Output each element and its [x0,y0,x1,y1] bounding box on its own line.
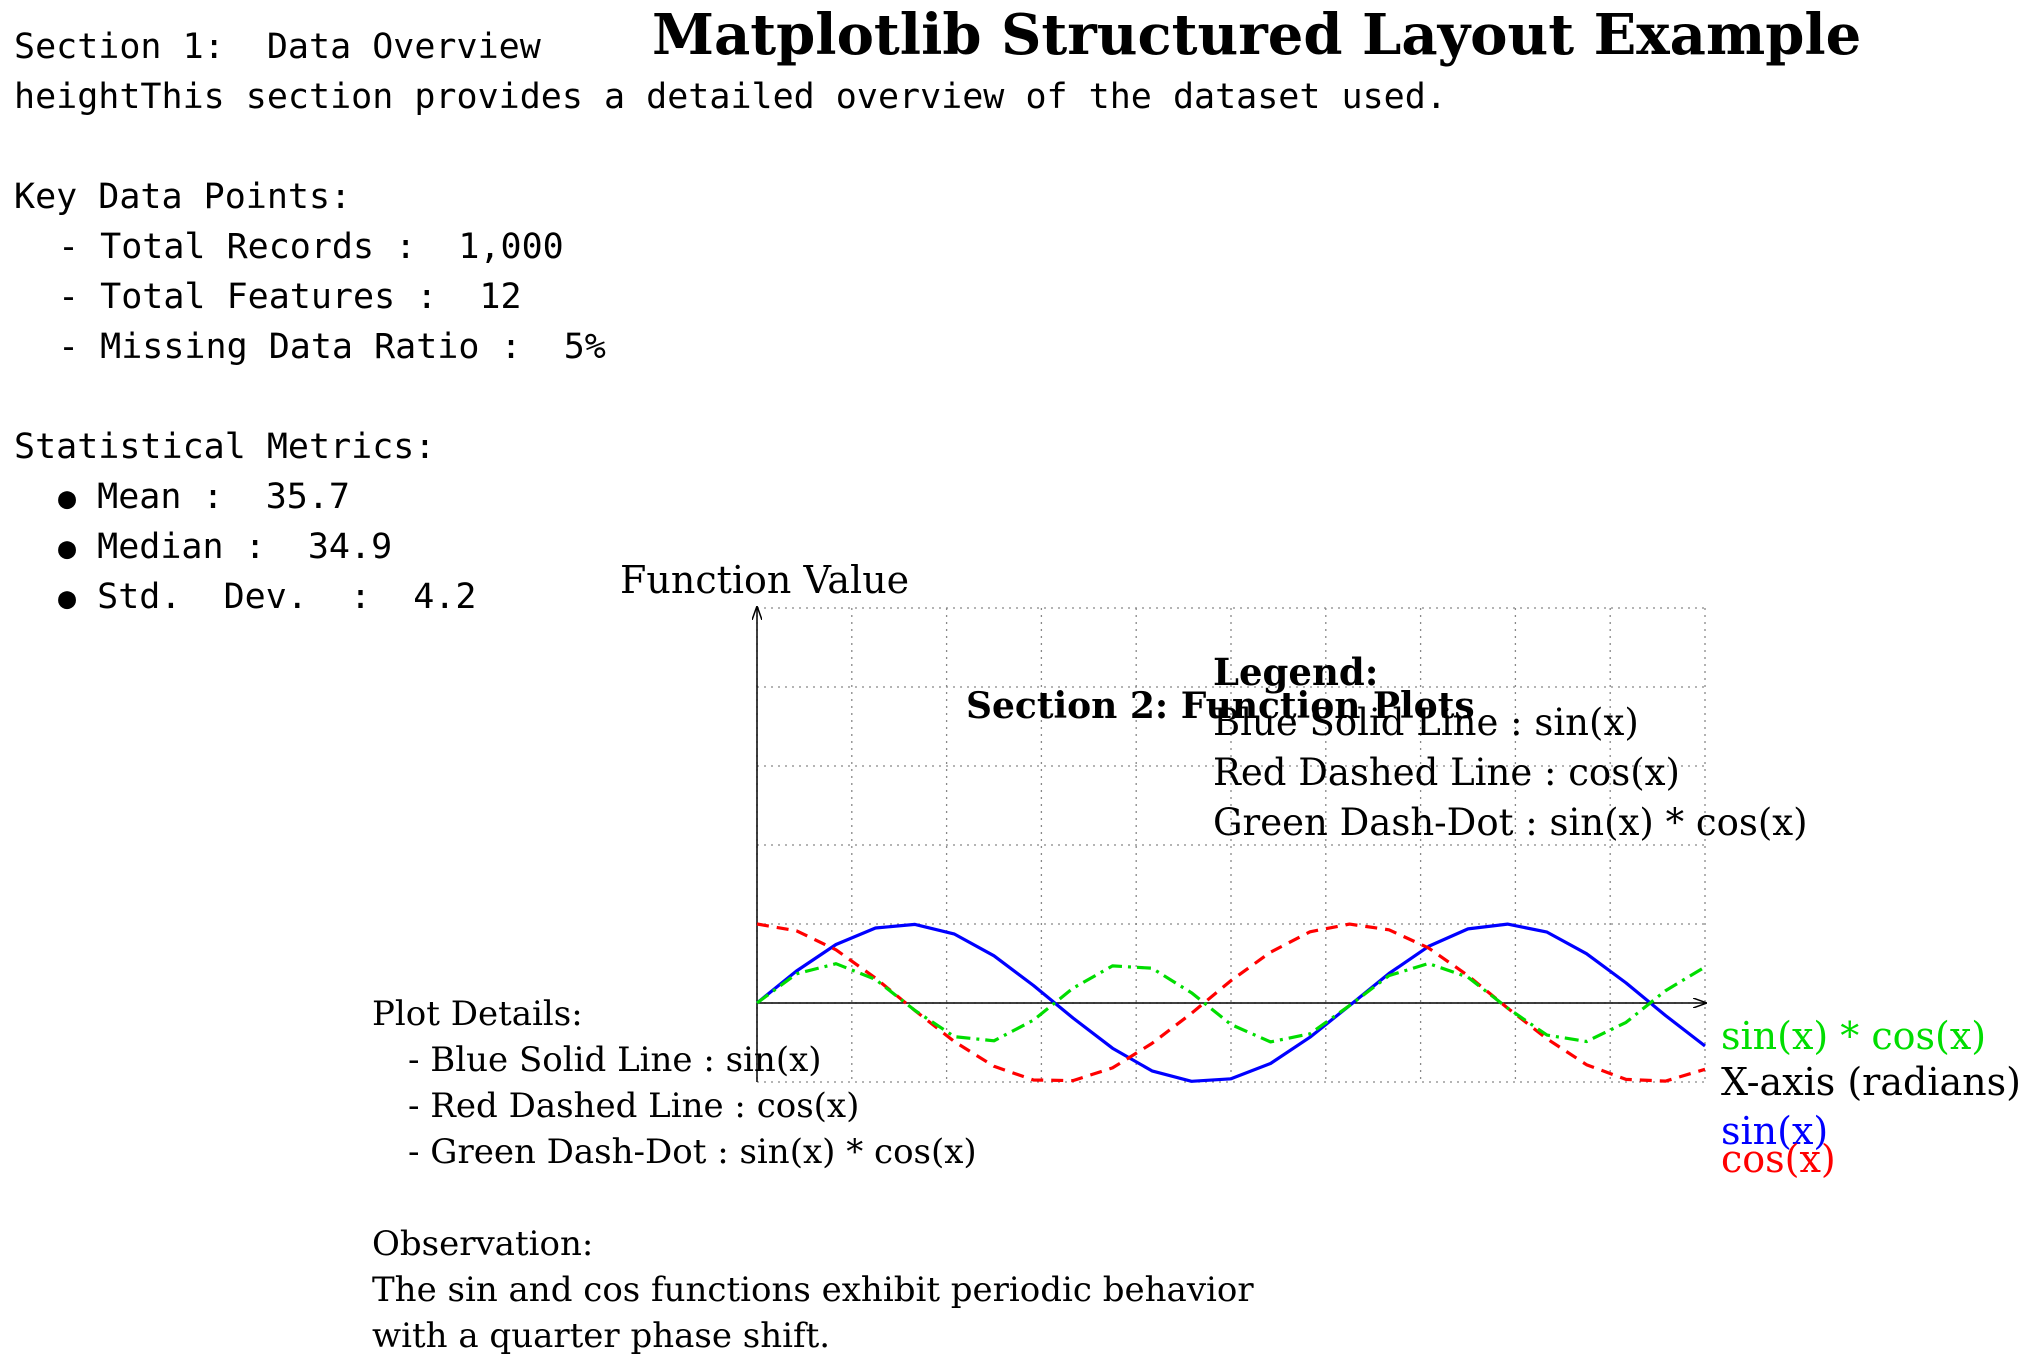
observation-line: with a quarter phase shift. [372,1316,831,1356]
series-label-cos: cos(x) [1721,1137,1836,1181]
metric-item: ● Median : 34.9 [58,522,392,574]
plot-detail-item: - Red Dashed Line : cos(x) [408,1086,860,1126]
legend-item: Red Dashed Line : cos(x) [1213,751,1680,794]
plot-detail-item: - Green Dash-Dot : sin(x) * cos(x) [408,1132,977,1172]
key-points-heading: Key Data Points: [14,177,352,217]
metrics-heading: Statistical Metrics: [14,427,436,467]
plot-details-heading: Plot Details: [372,994,583,1034]
metric-text: Std. Dev. : 4.2 [97,577,477,617]
bullet-icon: ● [58,531,77,566]
section2-heading: Section 2: Function Plots [966,685,1475,727]
bullet-icon: ● [58,481,77,516]
legend-item: Blue Solid Line : sin(x) [1213,701,1639,744]
metric-item: ● Std. Dev. : 4.2 [58,572,476,624]
plot-detail-item: - Blue Solid Line : sin(x) [408,1040,822,1080]
observation-heading: Observation: [372,1224,594,1264]
chart-series [755,922,1706,1083]
series-line-2 [756,961,1706,1044]
x-axis-label: X-axis (radians) [1721,1060,2021,1104]
series-label-sin: sin(x) [1721,1109,1828,1153]
observation-line: The sin and cos functions exhibit period… [372,1270,1254,1310]
key-point-item: - Total Features : 12 [58,277,522,317]
series-label-sincos: sin(x) * cos(x) [1721,1014,1986,1058]
chart-grid [756,607,1706,1083]
section1-heading: Section 1: Data Overview [14,27,541,67]
metric-text: Median : 34.9 [97,527,393,567]
y-axis-label: Function Value [620,558,909,602]
bullet-icon: ● [58,581,77,616]
key-point-item: - Total Records : 1,000 [58,227,564,267]
metric-text: Mean : 35.7 [97,477,351,517]
section1-intro: heightThis section provides a detailed o… [14,77,1447,117]
page-title: Matplotlib Structured Layout Example [652,2,1862,68]
legend-item: Green Dash-Dot : sin(x) * cos(x) [1213,801,1808,844]
legend-heading: Legend: [1213,650,1378,694]
metric-item: ● Mean : 35.7 [58,472,350,524]
series-line-0 [755,922,1706,1083]
key-point-item: - Missing Data Ratio : 5% [58,327,606,367]
